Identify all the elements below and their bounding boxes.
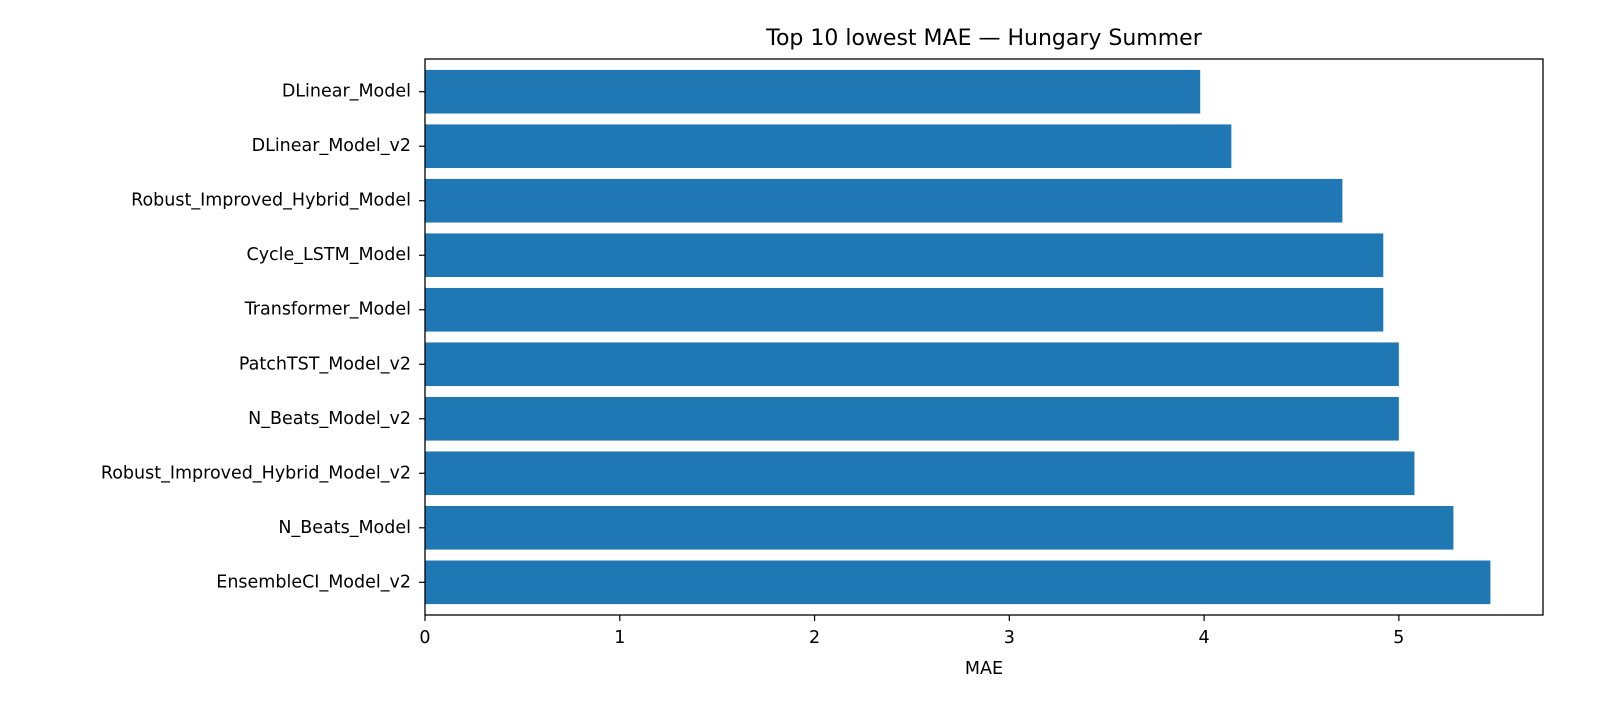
y-tick-label: Robust_Improved_Hybrid_Model_v2 xyxy=(101,463,411,483)
chart-title: Top 10 lowest MAE — Hungary Summer xyxy=(765,26,1202,51)
x-tick-label: 0 xyxy=(419,628,430,648)
y-tick-label: DLinear_Model_v2 xyxy=(252,136,411,156)
y-tick-label: Transformer_Model xyxy=(244,300,411,320)
y-tick-label: Robust_Improved_Hybrid_Model xyxy=(131,191,411,211)
x-tick-label: 2 xyxy=(809,628,820,648)
y-tick-label: DLinear_Model xyxy=(282,82,411,102)
bar-n-beats-model-v2 xyxy=(425,396,1399,441)
bar-dlinear-model-v2 xyxy=(425,124,1232,169)
x-tick-label: 4 xyxy=(1199,628,1210,648)
x-axis-ticks: 0 1 2 3 4 5 xyxy=(419,615,1404,648)
bar-robust-improved-hybrid-model-v2 xyxy=(425,451,1415,496)
bars-layer xyxy=(425,69,1491,605)
bar-robust-improved-hybrid-model xyxy=(425,178,1343,223)
x-tick-label: 3 xyxy=(1004,628,1015,648)
plot-frame xyxy=(424,58,1544,616)
bar-ensembleci-model-v2 xyxy=(425,560,1491,605)
y-tick-label: N_Beats_Model_v2 xyxy=(248,409,411,429)
y-tick-label: PatchTST_Model_v2 xyxy=(239,354,411,374)
bar-n-beats-model xyxy=(425,505,1454,550)
bar-patchtst-model-v2 xyxy=(425,342,1399,387)
x-tick-label: 5 xyxy=(1393,628,1404,648)
y-axis-ticks: DLinear_Model DLinear_Model_v2 Robust_Impr… xyxy=(101,82,425,592)
bar-dlinear-model xyxy=(425,69,1201,114)
bar-transformer-model xyxy=(425,287,1384,332)
y-tick-label: Cycle_LSTM_Model xyxy=(246,245,411,265)
x-axis-label: MAE xyxy=(965,659,1003,679)
bar-cycle-lstm-model xyxy=(425,233,1384,278)
y-tick-label: EnsembleCI_Model_v2 xyxy=(216,572,411,592)
y-tick-label: N_Beats_Model xyxy=(278,518,411,538)
x-tick-label: 1 xyxy=(614,628,625,648)
